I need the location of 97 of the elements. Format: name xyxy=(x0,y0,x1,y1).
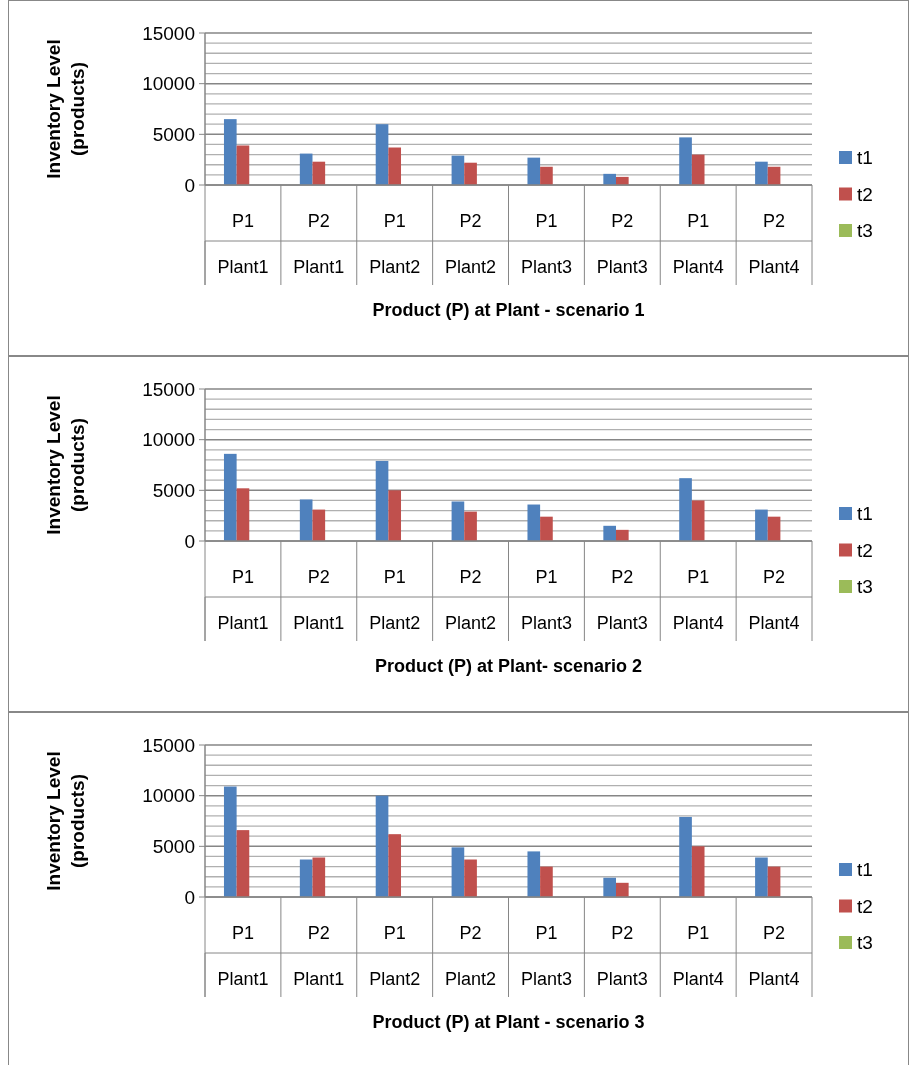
y-tick-label: 15000 xyxy=(142,734,195,756)
category-label: P1 Plant4 xyxy=(672,923,724,989)
bar xyxy=(388,147,402,185)
bar xyxy=(691,154,705,185)
bar xyxy=(388,490,402,541)
category-label: P1 Plant3 xyxy=(520,923,572,989)
bar xyxy=(451,847,465,897)
bar xyxy=(615,529,629,541)
bar xyxy=(755,857,768,897)
category-label: P2 Plant2 xyxy=(445,923,497,989)
bar xyxy=(312,857,326,897)
bar xyxy=(679,816,692,897)
bar xyxy=(615,882,629,897)
category-label: P1 Plant4 xyxy=(672,567,724,633)
category-label: P2 Plant3 xyxy=(596,211,648,277)
category-label: P2 Plant4 xyxy=(748,567,800,633)
bar xyxy=(223,453,237,541)
category-label: P1 Plant2 xyxy=(369,923,421,989)
bar xyxy=(527,504,541,541)
y-tick-label: 5000 xyxy=(152,123,195,145)
category-label: P2 Plant1 xyxy=(293,211,345,277)
bar xyxy=(527,851,541,897)
category-label: P2 Plant3 xyxy=(596,923,648,989)
x-axis-title: Product (P) at Plant- scenario 2 xyxy=(374,656,643,676)
y-tick-label: 5000 xyxy=(152,479,195,501)
bar xyxy=(540,166,553,185)
bar xyxy=(691,846,705,897)
y-tick-label: 0 xyxy=(184,174,195,196)
bar xyxy=(299,153,313,185)
category-label: P2 Plant2 xyxy=(445,567,497,633)
legend-label: t1 xyxy=(857,859,873,881)
y-tick-label: 0 xyxy=(184,530,195,552)
x-axis-title: Product (P) at Plant - scenario 1 xyxy=(372,300,645,320)
bar xyxy=(527,157,541,185)
category-label: P1 Plant1 xyxy=(217,211,269,277)
y-axis-title: Inventory Level (products) xyxy=(43,751,88,891)
bar xyxy=(299,859,313,897)
legend-label: t2 xyxy=(857,539,873,561)
bar xyxy=(679,137,692,185)
category-label: P1 Plant4 xyxy=(672,211,724,277)
bar xyxy=(223,119,237,185)
bar xyxy=(299,499,313,541)
category-label: P1 Plant1 xyxy=(217,923,269,989)
category-label: P2 Plant1 xyxy=(293,923,345,989)
bar xyxy=(451,501,465,541)
bar xyxy=(603,877,616,897)
y-axis-title: Inventory Level (products) xyxy=(43,39,88,179)
y-tick-label: 15000 xyxy=(142,378,195,400)
category-label: P2 Plant4 xyxy=(748,923,800,989)
bar xyxy=(375,460,389,541)
category-label: P2 Plant3 xyxy=(596,567,648,633)
y-tick-label: 5000 xyxy=(152,835,195,857)
category-label: P1 Plant2 xyxy=(369,211,421,277)
bar xyxy=(312,161,326,185)
y-tick-label: 0 xyxy=(184,886,195,908)
bar xyxy=(464,859,477,897)
category-label: P2 Plant1 xyxy=(293,567,345,633)
bar xyxy=(767,516,781,541)
bar xyxy=(236,830,250,897)
y-tick-label: 15000 xyxy=(142,22,195,44)
bar xyxy=(236,145,250,185)
category-label: P1 Plant2 xyxy=(369,567,421,633)
category-label: P2 Plant2 xyxy=(445,211,497,277)
bar xyxy=(312,509,326,541)
bar xyxy=(767,866,781,897)
bar xyxy=(388,834,402,897)
category-label: P2 Plant4 xyxy=(748,211,800,277)
bar xyxy=(223,786,237,897)
bar xyxy=(679,478,692,541)
y-tick-label: 10000 xyxy=(142,73,195,95)
bar xyxy=(755,161,768,185)
bar xyxy=(603,173,616,185)
legend-label: t1 xyxy=(857,147,873,169)
bar xyxy=(691,500,705,541)
legend-label: t2 xyxy=(857,183,873,205)
category-label: P1 Plant3 xyxy=(520,211,572,277)
bar xyxy=(755,509,768,541)
bar xyxy=(540,516,553,541)
legend-label: t3 xyxy=(857,220,873,242)
bar xyxy=(464,511,477,541)
bar xyxy=(375,124,389,185)
category-label: P1 Plant1 xyxy=(217,567,269,633)
y-tick-label: 10000 xyxy=(142,429,195,451)
bar xyxy=(603,525,616,541)
y-axis-title: Inventory Level (products) xyxy=(43,395,88,535)
bar xyxy=(451,155,465,185)
category-label: P1 Plant3 xyxy=(520,567,572,633)
bar xyxy=(540,866,553,897)
legend-label: t3 xyxy=(857,576,873,598)
legend-label: t2 xyxy=(857,895,873,917)
x-axis-title: Product (P) at Plant - scenario 3 xyxy=(372,1012,645,1032)
bar xyxy=(464,162,477,185)
y-tick-label: 10000 xyxy=(142,785,195,807)
bar xyxy=(236,488,250,541)
legend-label: t1 xyxy=(857,503,873,525)
bar xyxy=(375,795,389,897)
legend-label: t3 xyxy=(857,932,873,954)
